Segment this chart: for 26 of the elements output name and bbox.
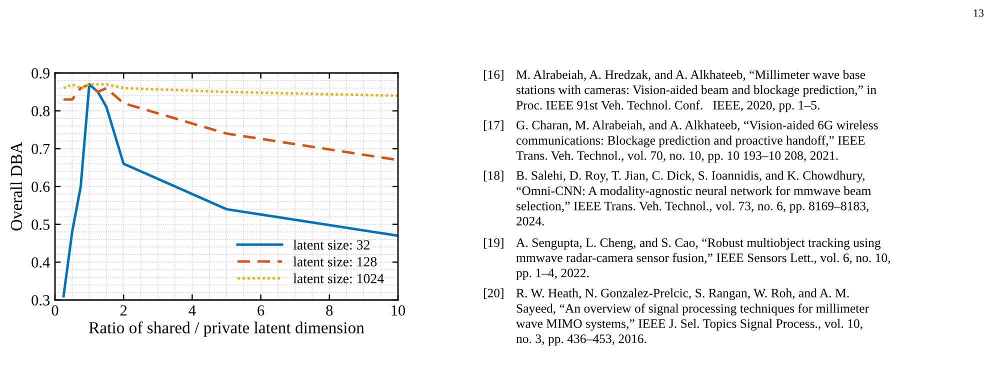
x-tick-label: 6 [258, 305, 264, 316]
text: [20] R. W. Heath, N. Gonzalez-Prelcic, S. Rangan, W. Roh, and A. M. Sayeed, “An overview of signal processing techniques for millimeter wave MIMO systems,” IEEE J. Sel. Topics Signal Process., vol. 10, no. 3, pp. 436–453, 2016. [484, 288, 869, 346]
x-axis-title: Ratio of shared / private latent dimension [89, 321, 364, 337]
legend-label: latent size: 1024 [293, 274, 384, 284]
x-tick-label: 0 [52, 305, 58, 316]
text: [16] M. Alrabeiah, A. Hredzak, and A. Alkhateeb, “Millimeter wave base stations with cameras: Vision-aided beam and blockage prediction,” in Proc. IEEE 91st Veh. Technol. Conf. IEEE, 2020, pp. 1–5. [484, 70, 876, 112]
y-tick-label: 0.6 [32, 182, 50, 192]
y-tick-label: 0.7 [32, 144, 50, 154]
line-series [62, 83, 398, 97]
x-tick-label: 8 [326, 305, 333, 316]
x-tick-label: 10 [392, 305, 406, 316]
x-tick-label: 4 [188, 305, 196, 316]
text: [19] A. Sengupta, L. Cheng, and S. Cao, “Robust multiobject tracking using mmwave radar-camera sensor fusion,” IEEE Sensors Lett., vol. 6, no. 10, pp. 1–4, 2022. [484, 238, 890, 280]
text: [18] B. Salehi, D. Roy, T. Jian, C. Dick, S. Ioannidis, and K. Chowdhury, “Omni-CNN: A modality-agnostic neural network for mmwave beam selection,” IEEE Trans. Veh. Technol., vol. 73, no. 6, pp. 8169–8183, 2024. [484, 170, 872, 226]
y-tick-label: 0.3 [32, 295, 50, 306]
text: 13 [974, 9, 984, 17]
y-tick-label: 0.9 [32, 68, 50, 79]
y-tick-label: 0.4 [32, 257, 50, 268]
y-tick-label: 0.5 [32, 219, 50, 230]
legend-label: latent size: 32 [293, 240, 370, 250]
x-tick-label: 2 [120, 305, 127, 316]
text: [17] G. Charan, M. Alrabeiah, and A. Alkhateeb, “Vision-aided 6G wireless communications: Blockage prediction and proactive handoff,” IEEE Trans. Veh. Technol., vol. 70, no. 10, pp. 10 193–10 208, 2021. [484, 120, 878, 162]
y-tick-label: 0.8 [32, 106, 50, 116]
line-series [62, 83, 398, 298]
y-axis-title: Overall DBA [10, 142, 22, 230]
legend-label: latent size: 128 [293, 256, 377, 267]
